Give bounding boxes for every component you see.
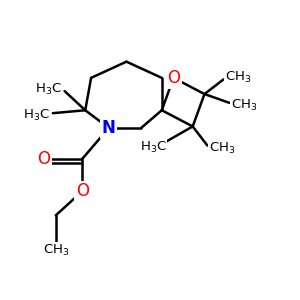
Text: O: O: [76, 182, 89, 200]
Text: N: N: [102, 119, 116, 137]
Text: $\mathregular{CH_3}$: $\mathregular{CH_3}$: [231, 98, 257, 113]
Text: $\mathregular{H_3C}$: $\mathregular{H_3C}$: [140, 140, 167, 155]
Text: $\mathregular{H_3C}$: $\mathregular{H_3C}$: [23, 108, 50, 123]
Text: $\mathregular{CH_3}$: $\mathregular{CH_3}$: [43, 243, 69, 258]
Text: $\mathregular{CH_3}$: $\mathregular{CH_3}$: [209, 141, 236, 156]
Text: O: O: [38, 150, 50, 168]
Text: $\mathregular{H_3C}$: $\mathregular{H_3C}$: [35, 82, 62, 97]
Text: O: O: [167, 69, 180, 87]
Text: $\mathregular{CH_3}$: $\mathregular{CH_3}$: [225, 70, 251, 85]
